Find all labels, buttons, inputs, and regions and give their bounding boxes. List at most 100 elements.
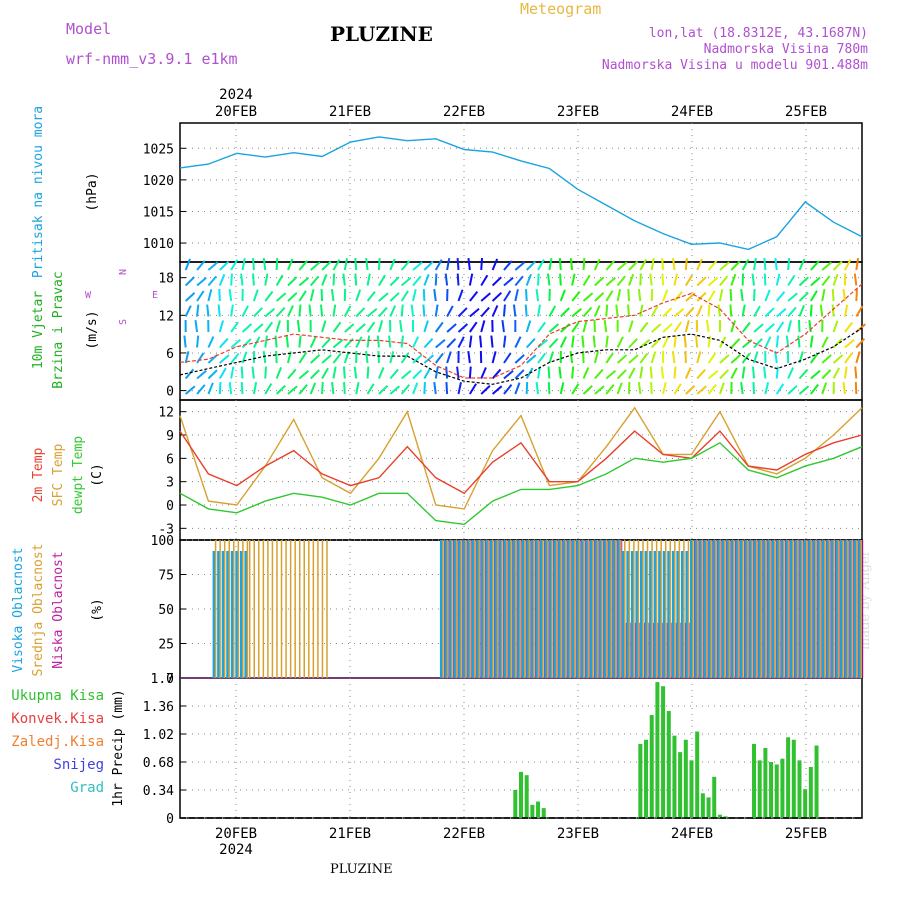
wind-arrow <box>207 275 217 287</box>
wind-arrow <box>240 273 244 286</box>
wind-arrow <box>296 319 301 333</box>
wind-arrow <box>423 273 430 286</box>
wind-arrow <box>684 320 690 333</box>
wind-arrow <box>821 369 832 380</box>
wind-arrow <box>389 385 401 395</box>
wind-arrow <box>751 366 756 379</box>
wind-arrow <box>330 288 335 302</box>
wind-arrow <box>285 335 289 348</box>
wind-arrow <box>594 385 605 395</box>
wind-arrow <box>764 336 772 348</box>
wind-arrow <box>637 381 642 395</box>
wind-arrow <box>582 292 594 302</box>
wind-arrow <box>502 304 506 317</box>
wind-arrow <box>660 366 665 379</box>
y-tick-label: 1015 <box>143 205 174 220</box>
wind-arrow <box>707 290 716 302</box>
wind-arrow <box>412 354 423 364</box>
cloud-axis-label-low: Niska Oblacnost <box>51 551 66 668</box>
wind-arrow <box>514 261 526 271</box>
wind-arrow <box>298 384 308 395</box>
precip-bar <box>757 760 762 818</box>
wind-arrow <box>673 307 685 318</box>
wind-arrow <box>298 352 307 364</box>
wind-arrow <box>298 260 308 271</box>
wind-arrow <box>218 381 222 395</box>
wind-arrow <box>810 352 819 364</box>
wind-arrow <box>196 335 200 348</box>
wind-arrow <box>366 366 370 379</box>
y-tick-label: 12 <box>158 406 174 421</box>
wind-arrow <box>241 305 249 317</box>
wind-arrow <box>309 336 317 348</box>
wind-arrow <box>730 260 741 271</box>
wind-arrow <box>582 257 586 271</box>
wind-arrow <box>275 367 283 379</box>
wind-arrow <box>389 258 396 271</box>
wind-arrow <box>241 258 246 271</box>
wind-arrow <box>548 338 559 349</box>
wind-arrow <box>616 336 624 348</box>
wind-arrow <box>706 319 710 333</box>
precip-bar <box>666 710 671 818</box>
wind-arrow <box>616 369 627 380</box>
wind-arrow <box>252 257 255 271</box>
wind-arrow <box>207 261 219 271</box>
wind-arrow <box>366 273 371 286</box>
wind-arrow <box>274 335 278 348</box>
cloud-axis-label-mid: Srednja Oblacnost <box>31 543 46 676</box>
wind-arrow <box>842 381 846 395</box>
precip-bar <box>672 735 677 818</box>
wind-arrow <box>480 320 486 333</box>
wind-arrow <box>810 260 820 271</box>
wind-arrow <box>707 352 717 364</box>
wind-arrow <box>832 273 839 286</box>
wind-arrow <box>332 366 337 379</box>
wind-arrow <box>821 336 829 348</box>
wind-arrow <box>558 366 562 379</box>
wind-arrow <box>854 366 858 379</box>
wind-arrow <box>253 307 263 318</box>
precip-bar <box>530 804 535 818</box>
wind-arrow <box>605 352 614 364</box>
wind-arrow <box>320 288 324 302</box>
wind-arrow <box>196 352 205 364</box>
precip-bar <box>763 748 768 818</box>
wind-arrow <box>321 320 327 333</box>
precip-legend-item: Ukupna Kisa <box>11 688 104 704</box>
wind-arrow <box>787 367 795 379</box>
wind-arrow <box>594 276 605 287</box>
precip-bar <box>541 808 546 818</box>
wind-arrow <box>185 385 196 395</box>
wind-arrow <box>719 354 730 364</box>
wind-arrow <box>775 383 785 395</box>
wind-arrow <box>446 338 457 349</box>
wind-arrow <box>230 304 234 317</box>
wind-arrow <box>525 288 528 302</box>
wind-arrow <box>798 258 806 271</box>
wind-axis-label-2: Brzina i Pravac <box>51 271 66 388</box>
wind-arrow <box>821 275 831 287</box>
wind-arrow <box>559 382 565 395</box>
wind-arrow <box>651 323 662 333</box>
wind-arrow <box>230 321 239 333</box>
x-date-label-top: 23FEB <box>557 104 599 120</box>
wind-arrow <box>581 335 585 348</box>
wind-arrow <box>457 336 465 348</box>
wind-arrow <box>366 307 378 318</box>
x-date-label-top: 24FEB <box>671 104 713 120</box>
wind-arrow <box>592 335 596 348</box>
wind-arrow <box>855 288 858 302</box>
wind-arrow <box>217 304 221 317</box>
wind-arrow <box>571 273 576 286</box>
wind-arrow <box>310 369 320 380</box>
x-date-label-bottom: 21FEB <box>329 826 371 842</box>
wind-arrow <box>741 258 750 271</box>
wind-arrow <box>241 351 248 364</box>
wind-arrow <box>571 383 580 395</box>
wind-arrow <box>344 323 355 333</box>
wind-arrow <box>491 292 502 302</box>
wind-arrow <box>287 305 294 317</box>
wind-arrow <box>707 383 717 395</box>
wind-arrow <box>831 304 835 317</box>
